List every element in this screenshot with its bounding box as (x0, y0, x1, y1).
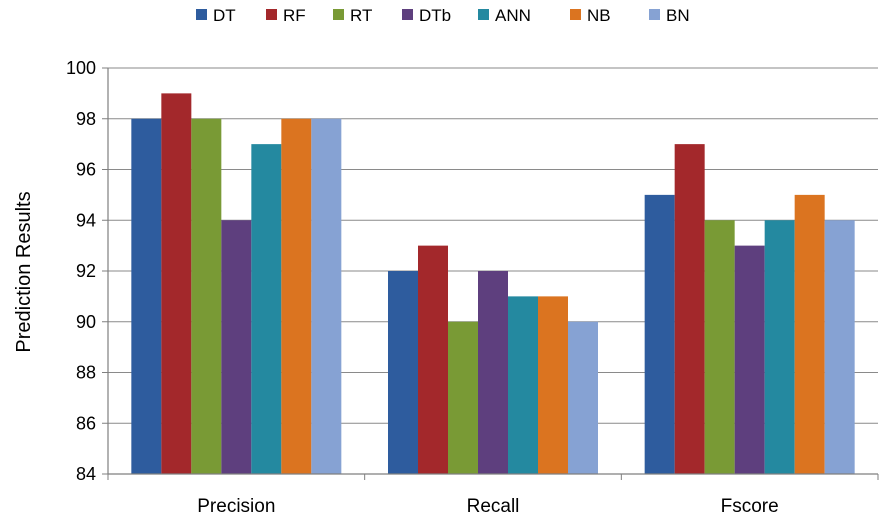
bars (131, 93, 855, 474)
bar-nb-fscore (794, 194, 825, 474)
legend-swatch (570, 9, 581, 20)
bar-dtb-fscore (734, 245, 765, 474)
x-category-label: Recall (467, 496, 520, 517)
bar-ann-precision (251, 144, 282, 474)
bar-rt-fscore (704, 220, 735, 474)
y-tick-label: 94 (76, 210, 96, 230)
legend-swatch (402, 9, 413, 20)
legend-swatch (196, 9, 207, 20)
legend-label: BN (666, 6, 690, 25)
y-tick-label: 96 (76, 160, 96, 180)
bar-rt-precision (191, 118, 222, 474)
bar-bn-precision (311, 118, 342, 474)
y-tick-label: 84 (76, 464, 96, 484)
y-tick-label: 88 (76, 363, 96, 383)
bar-rf-precision (161, 93, 192, 474)
bar-rf-recall (418, 245, 448, 474)
legend-label: RT (350, 6, 372, 25)
bar-dt-recall (388, 271, 418, 474)
y-tick-label: 92 (76, 261, 96, 281)
legend-swatch (649, 9, 660, 20)
legend-label: DT (213, 6, 236, 25)
legend-label: DTb (419, 6, 451, 25)
bar-dt-fscore (644, 194, 675, 474)
legend-label: ANN (495, 6, 531, 25)
bar-nb-precision (281, 118, 312, 474)
y-tick-label: 100 (66, 58, 96, 78)
legend-swatch (333, 9, 344, 20)
bar-nb-recall (538, 296, 568, 474)
legend-swatch (266, 9, 277, 20)
bar-ann-fscore (764, 220, 795, 474)
y-tick-label: 90 (76, 312, 96, 332)
bar-dt-precision (131, 118, 162, 474)
legend-item-nb: NB (570, 6, 611, 25)
legend-item-dtb: DTb (402, 6, 451, 25)
axes (102, 67, 879, 480)
bar-dtb-precision (221, 220, 252, 474)
legend-item-rf: RF (266, 6, 306, 25)
y-axis-label: Prediction Results (13, 191, 35, 352)
bar-ann-recall (508, 296, 538, 474)
bar-rt-recall (448, 321, 478, 474)
legend-label: RF (283, 6, 306, 25)
legend: DT RF RT DTb ANN NB BN (196, 6, 690, 25)
bar-bn-recall (568, 321, 598, 474)
bar-bn-fscore (824, 220, 855, 474)
y-tick-labels: 84 86 88 90 92 94 96 98 100 (66, 58, 96, 484)
legend-item-rt: RT (333, 6, 372, 25)
legend-label: NB (587, 6, 611, 25)
x-category-label: Fscore (721, 496, 779, 517)
y-tick-label: 86 (76, 413, 96, 433)
x-category-label: Precision (197, 496, 275, 517)
legend-item-dt: DT (196, 6, 236, 25)
legend-swatch (478, 9, 489, 20)
bar-rf-fscore (674, 144, 705, 474)
legend-item-bn: BN (649, 6, 690, 25)
x-category-labels: Precision Recall Fscore (197, 496, 778, 517)
y-tick-label: 98 (76, 109, 96, 129)
legend-item-ann: ANN (478, 6, 531, 25)
bar-dtb-recall (478, 271, 508, 474)
